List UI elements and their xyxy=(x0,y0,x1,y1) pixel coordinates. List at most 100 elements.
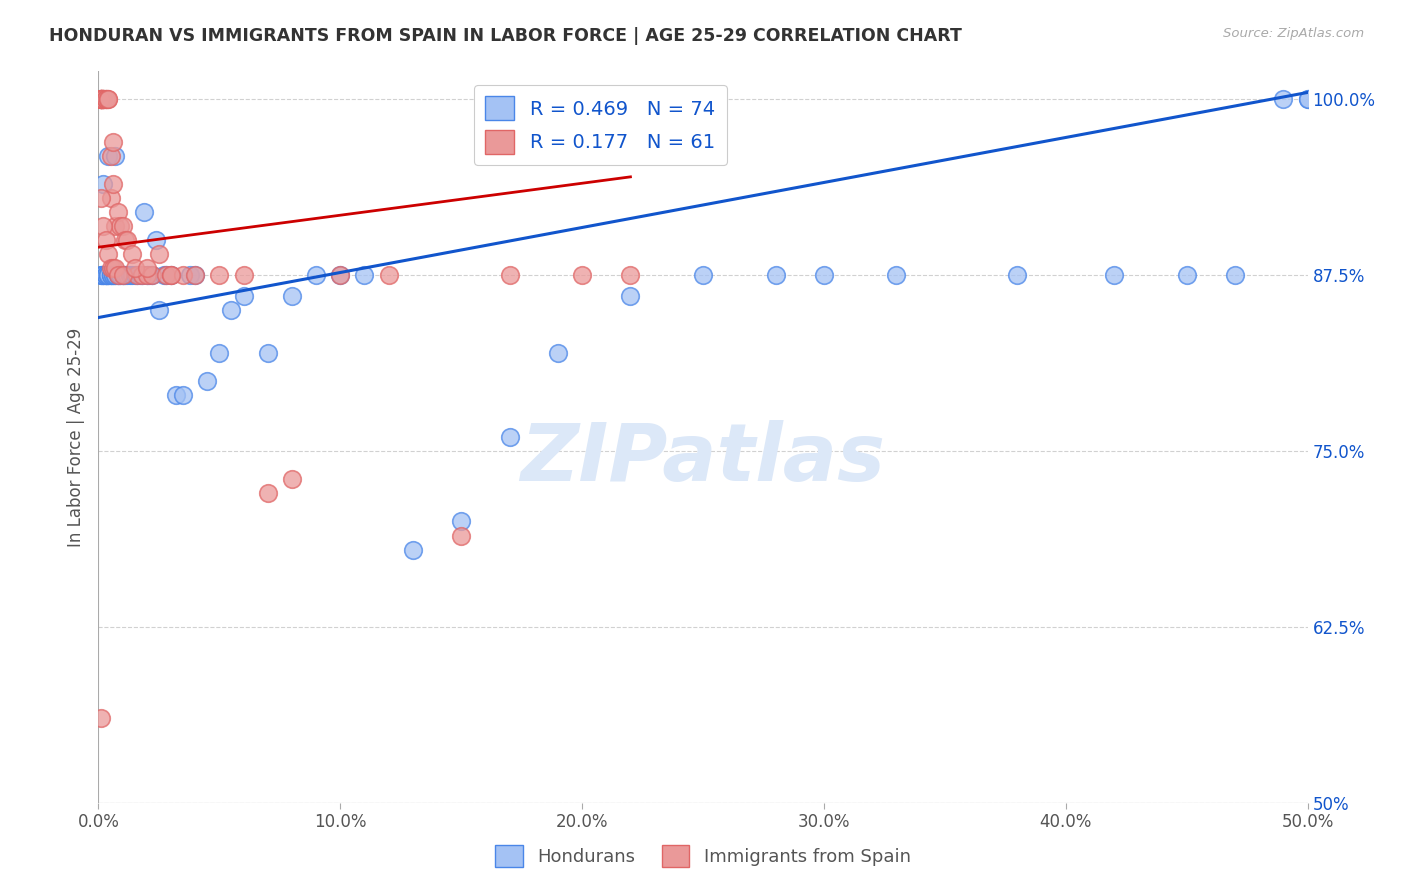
Point xyxy=(104,268,127,283)
Point xyxy=(165,388,187,402)
Point xyxy=(90,93,112,107)
Point xyxy=(90,93,112,107)
Point xyxy=(114,268,136,283)
Point xyxy=(547,345,569,359)
Point xyxy=(90,93,112,107)
Point xyxy=(121,268,143,283)
Point xyxy=(100,191,122,205)
Point xyxy=(155,268,177,283)
Point xyxy=(281,289,304,303)
Point xyxy=(172,268,194,283)
Point xyxy=(450,515,472,529)
Point xyxy=(141,268,163,283)
Point xyxy=(131,268,153,283)
Point xyxy=(108,268,131,283)
Point xyxy=(329,268,352,283)
Point xyxy=(94,268,117,283)
Point xyxy=(232,268,254,283)
Point xyxy=(118,268,141,283)
Point xyxy=(124,261,146,276)
Point xyxy=(127,268,149,283)
Point xyxy=(97,268,120,283)
Point xyxy=(94,233,117,247)
Point xyxy=(179,268,201,283)
Point xyxy=(101,268,124,283)
Point xyxy=(100,149,122,163)
Point xyxy=(90,93,112,107)
Point xyxy=(100,268,122,283)
Point xyxy=(104,149,127,163)
Point xyxy=(107,268,129,283)
Legend: R = 0.469   N = 74, R = 0.177   N = 61: R = 0.469 N = 74, R = 0.177 N = 61 xyxy=(474,85,727,165)
Point xyxy=(232,289,254,303)
Point xyxy=(91,219,114,233)
Point xyxy=(91,268,114,283)
Point xyxy=(160,268,183,283)
Point xyxy=(108,219,131,233)
Point xyxy=(1296,93,1319,107)
Point xyxy=(97,247,120,261)
Point xyxy=(886,268,908,283)
Point xyxy=(111,268,134,283)
Point xyxy=(208,345,231,359)
Point xyxy=(90,711,112,725)
Point xyxy=(571,268,593,283)
Point xyxy=(377,268,399,283)
Point xyxy=(107,268,129,283)
Point xyxy=(101,261,124,276)
Point xyxy=(256,486,278,500)
Legend: Hondurans, Immigrants from Spain: Hondurans, Immigrants from Spain xyxy=(488,838,918,874)
Point xyxy=(90,93,112,107)
Point xyxy=(97,149,120,163)
Point xyxy=(90,268,112,283)
Point xyxy=(172,388,194,402)
Point xyxy=(111,219,134,233)
Point xyxy=(221,303,243,318)
Point xyxy=(138,268,160,283)
Point xyxy=(108,268,131,283)
Point xyxy=(104,268,127,283)
Point xyxy=(135,261,157,276)
Point xyxy=(256,345,278,359)
Point xyxy=(155,268,177,283)
Point xyxy=(402,542,425,557)
Point xyxy=(450,528,472,542)
Point xyxy=(101,268,124,283)
Point xyxy=(91,268,114,283)
Point xyxy=(135,268,157,283)
Point xyxy=(619,268,641,283)
Point xyxy=(1296,93,1319,107)
Point xyxy=(101,177,124,191)
Point xyxy=(97,93,120,107)
Point xyxy=(91,93,114,107)
Point xyxy=(94,93,117,107)
Point xyxy=(97,268,120,283)
Point xyxy=(94,268,117,283)
Point xyxy=(91,93,114,107)
Point xyxy=(91,93,114,107)
Point xyxy=(90,93,112,107)
Text: Source: ZipAtlas.com: Source: ZipAtlas.com xyxy=(1223,27,1364,40)
Point xyxy=(1272,93,1295,107)
Point xyxy=(208,268,231,283)
Point xyxy=(160,268,183,283)
Point xyxy=(107,268,129,283)
Point xyxy=(281,472,304,486)
Point xyxy=(91,93,114,107)
Point xyxy=(94,93,117,107)
Point xyxy=(100,261,122,276)
Point xyxy=(145,233,167,247)
Point xyxy=(117,268,139,283)
Point xyxy=(104,219,127,233)
Point xyxy=(111,268,134,283)
Point xyxy=(141,268,163,283)
Point xyxy=(148,247,170,261)
Point xyxy=(813,268,835,283)
Point xyxy=(90,191,112,205)
Text: HONDURAN VS IMMIGRANTS FROM SPAIN IN LABOR FORCE | AGE 25-29 CORRELATION CHART: HONDURAN VS IMMIGRANTS FROM SPAIN IN LAB… xyxy=(49,27,962,45)
Point xyxy=(114,233,136,247)
Point xyxy=(152,268,174,283)
Point xyxy=(97,268,120,283)
Point xyxy=(184,268,207,283)
Point xyxy=(134,205,156,219)
